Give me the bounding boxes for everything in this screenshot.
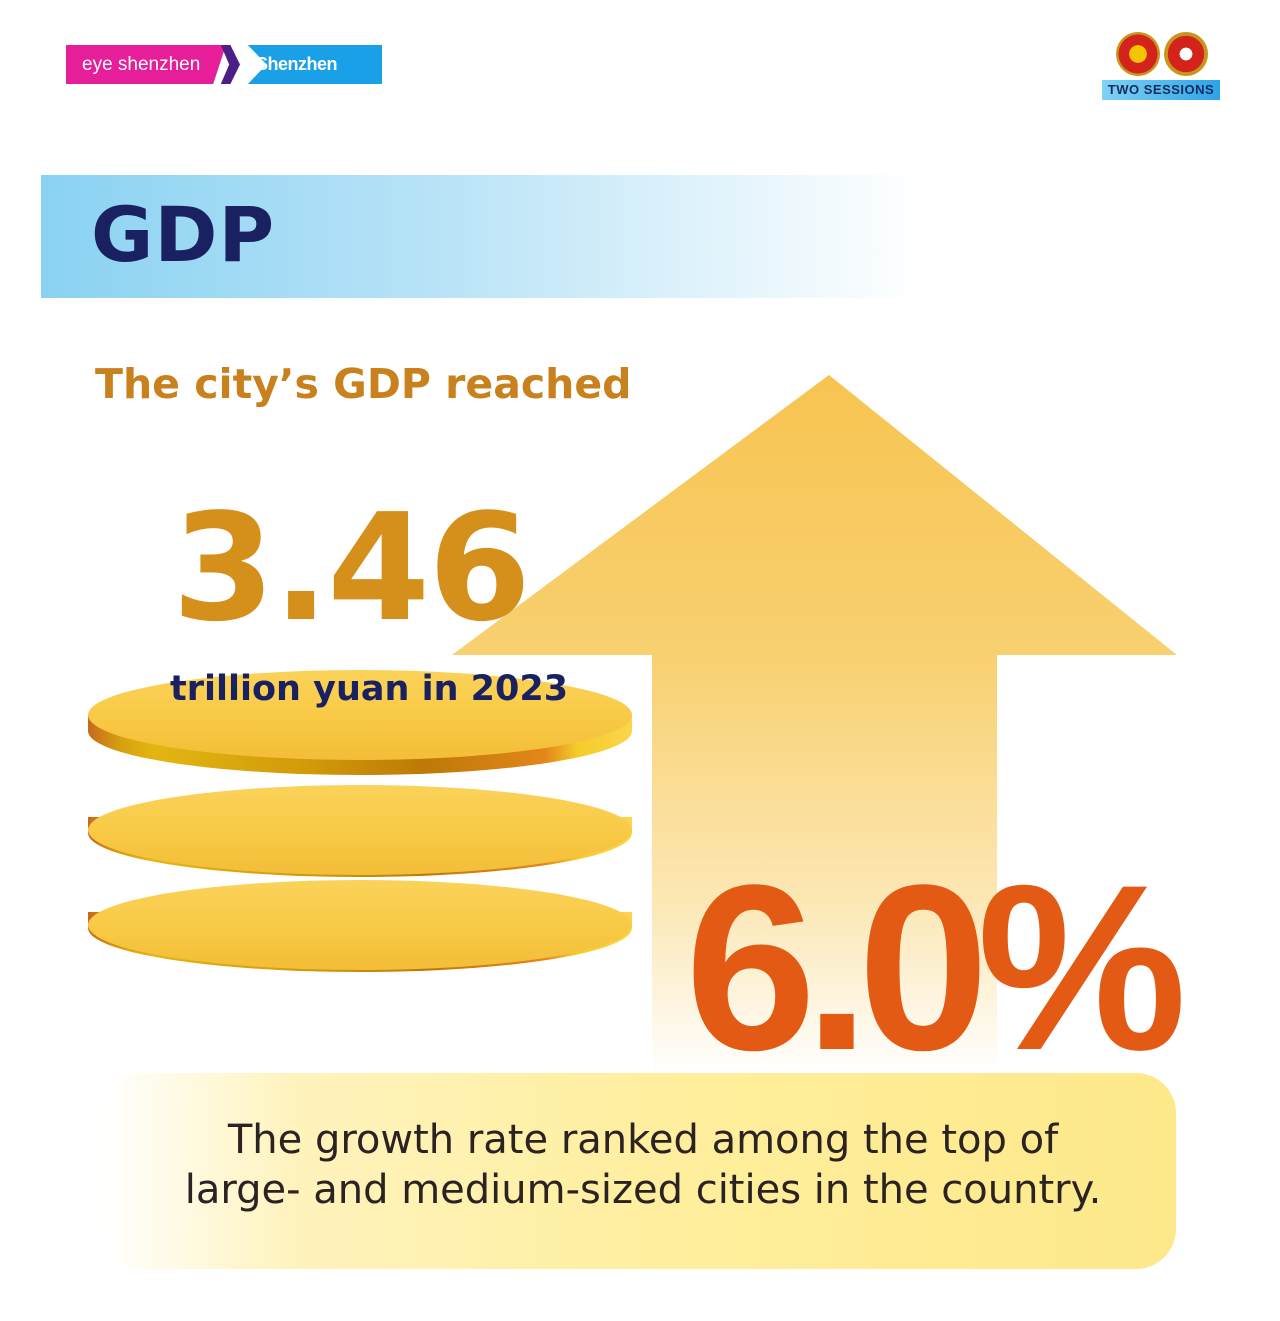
note-box bbox=[100, 1073, 1176, 1269]
title-band bbox=[41, 175, 921, 298]
gdp-unit: trillion yuan in 2023 bbox=[170, 669, 569, 709]
logo-chevron-icon bbox=[220, 45, 240, 84]
note-line-1: The growth rate ranked among the top of bbox=[227, 1117, 1059, 1163]
growth-arrow-icon bbox=[452, 375, 1177, 1075]
shenzhen-daily-logo: Shenzhen Daily bbox=[247, 45, 382, 84]
two-sessions-label: TWO SESSIONS bbox=[1102, 80, 1220, 100]
gdp-value: 3.46 bbox=[172, 482, 531, 654]
eye-shenzhen-logo: eye shenzhen bbox=[66, 45, 226, 84]
growth-rate: 6.0% bbox=[685, 836, 1187, 1100]
cppcc-emblem-icon bbox=[1164, 32, 1208, 76]
page-title: GDP bbox=[91, 190, 276, 279]
lead-text: The city’s GDP reached bbox=[95, 360, 632, 408]
publisher-logo: eye shenzhen Shenzhen Daily bbox=[66, 45, 382, 84]
note-line-2: large- and medium-sized cities in the co… bbox=[184, 1167, 1102, 1213]
two-sessions-badge: TWO SESSIONS bbox=[1102, 32, 1220, 102]
national-emblem-icon bbox=[1116, 32, 1160, 76]
note-text: The growth rate ranked among the top of … bbox=[100, 1115, 1186, 1215]
